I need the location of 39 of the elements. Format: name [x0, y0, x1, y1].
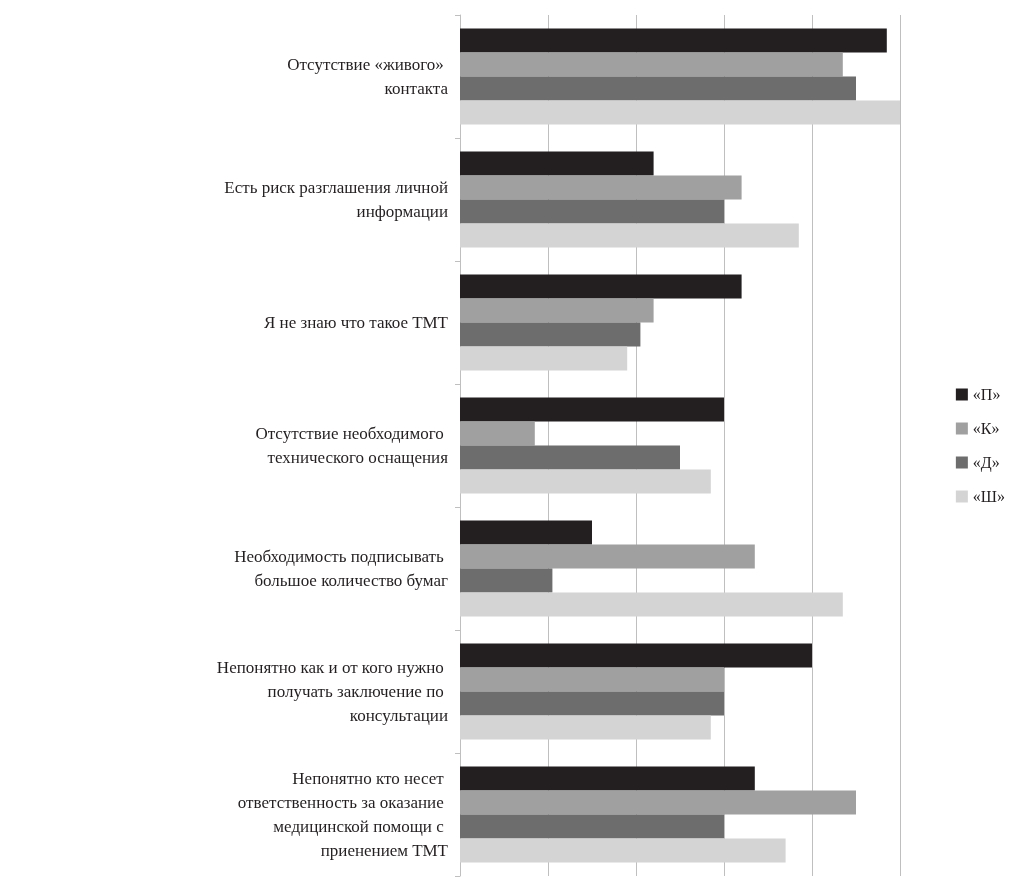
y-tick-label: Непонятно кто несет ответственность за оказание медицинской помощи с приенением ТМТ — [237, 769, 449, 860]
bar — [460, 715, 711, 740]
bar — [460, 592, 843, 617]
bar — [460, 223, 799, 248]
y-tick-label: Необходимость подписывать большое количество бумаг — [234, 547, 449, 590]
bar — [460, 52, 843, 77]
bar — [460, 790, 856, 815]
bar — [460, 346, 628, 371]
bar — [460, 151, 654, 176]
bar — [460, 766, 755, 791]
bar — [460, 445, 680, 470]
bar — [460, 322, 641, 347]
y-tick-label: Отсутствие «живого» контакта — [287, 55, 449, 98]
bar — [460, 199, 724, 224]
bar — [460, 421, 535, 446]
bar — [460, 298, 654, 323]
bar — [460, 643, 812, 668]
bar — [460, 544, 755, 569]
legend-label: «Д» — [972, 454, 1000, 472]
legend-label: «Ш» — [972, 488, 1005, 505]
bar — [460, 667, 724, 692]
bar — [460, 691, 724, 716]
bar — [460, 814, 724, 839]
y-tick-label: Отсутствие необходимого технического оснащения — [255, 424, 449, 467]
bar — [460, 838, 786, 863]
legend-label: «К» — [972, 420, 1000, 437]
bar — [460, 469, 711, 494]
y-tick-label: Непонятно как и от кого нужно получать заключение по консультации — [216, 658, 448, 725]
bar — [460, 274, 742, 299]
legend-label: «П» — [972, 386, 1001, 403]
y-tick-label: Я не знаю что такое ТМТ — [263, 313, 449, 332]
y-tick-label: Есть риск разглашения личной информации — [224, 178, 448, 221]
bar — [460, 28, 887, 53]
bar — [460, 568, 553, 593]
bar — [460, 520, 592, 545]
bar — [460, 397, 724, 422]
bar — [460, 100, 900, 125]
bar — [460, 76, 856, 101]
bar — [460, 175, 742, 200]
